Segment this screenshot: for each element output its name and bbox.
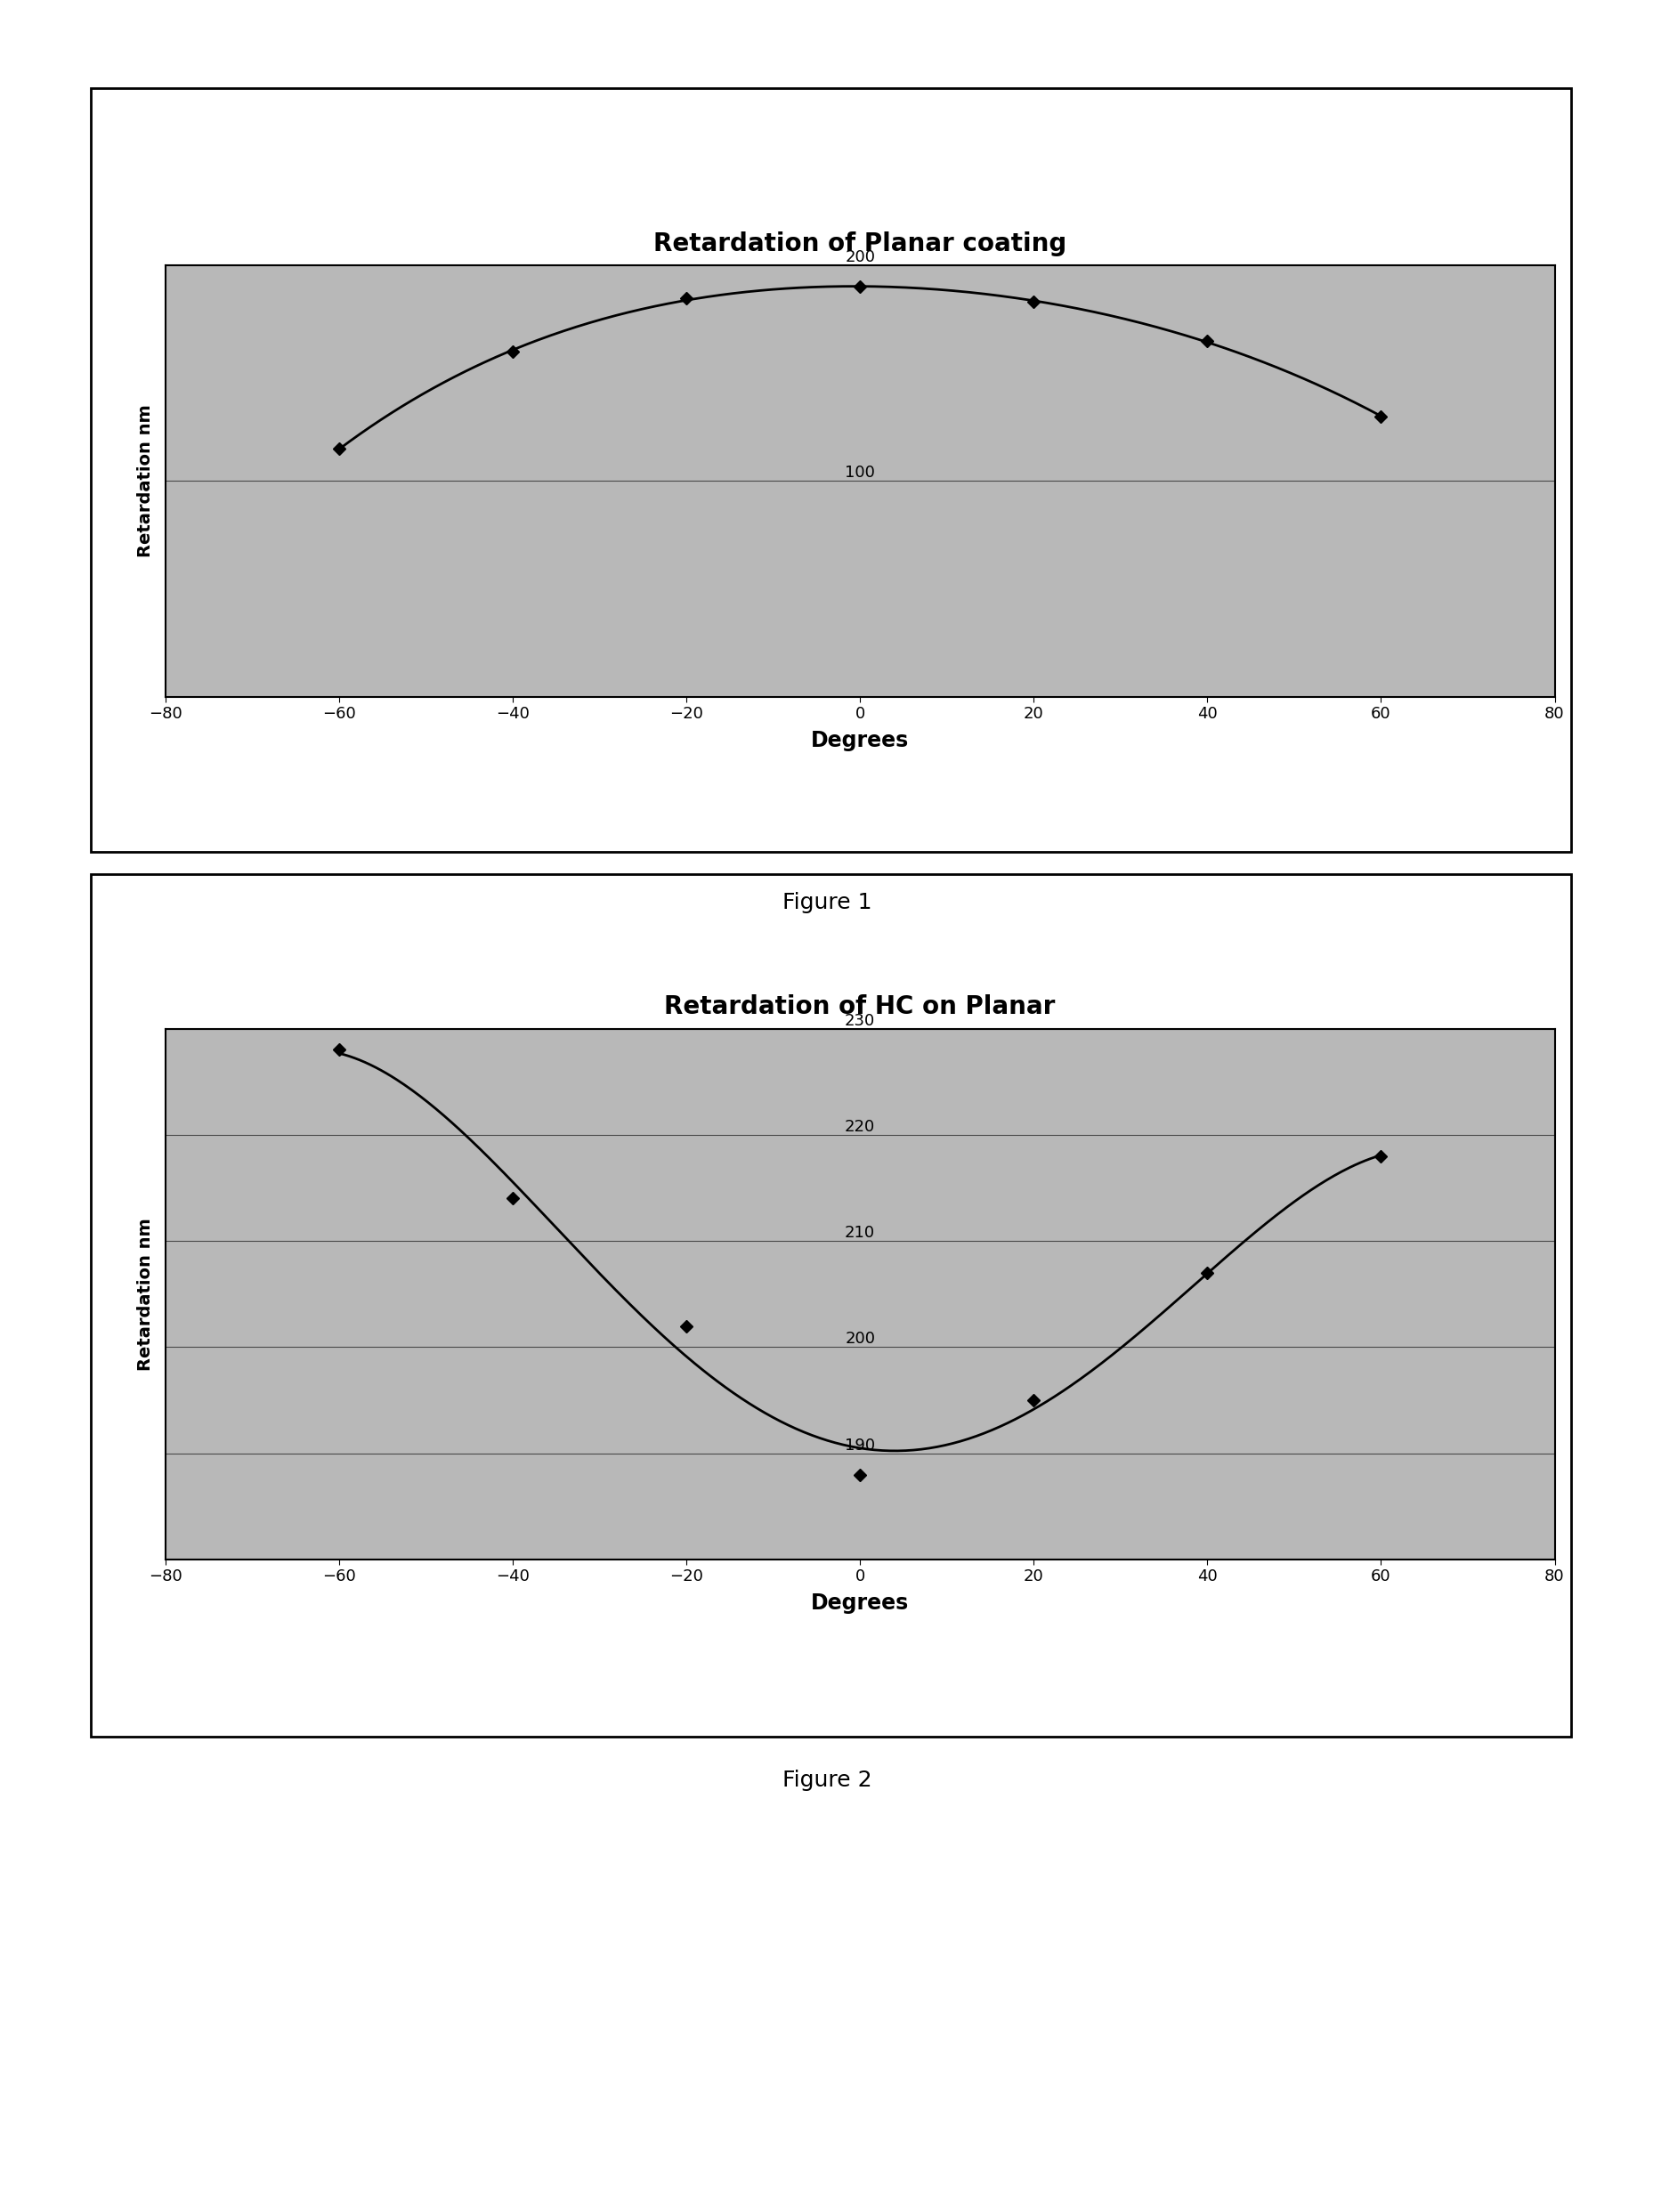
Text: 100: 100 [845,465,874,480]
Text: 220: 220 [845,1119,874,1135]
X-axis label: Degrees: Degrees [810,730,909,750]
Y-axis label: Retardation nm: Retardation nm [137,1217,154,1371]
Text: Figure 2: Figure 2 [782,1770,871,1792]
Text: 230: 230 [845,1013,874,1029]
Text: 200: 200 [845,1332,874,1347]
Title: Retardation of HC on Planar: Retardation of HC on Planar [665,993,1055,1020]
Text: 210: 210 [845,1225,874,1241]
Text: Figure 1: Figure 1 [782,891,871,914]
X-axis label: Degrees: Degrees [810,1593,909,1613]
Text: 200: 200 [845,250,874,265]
Title: Retardation of Planar coating: Retardation of Planar coating [653,230,1066,257]
Text: 190: 190 [845,1438,874,1453]
Y-axis label: Retardation nm: Retardation nm [137,405,154,557]
